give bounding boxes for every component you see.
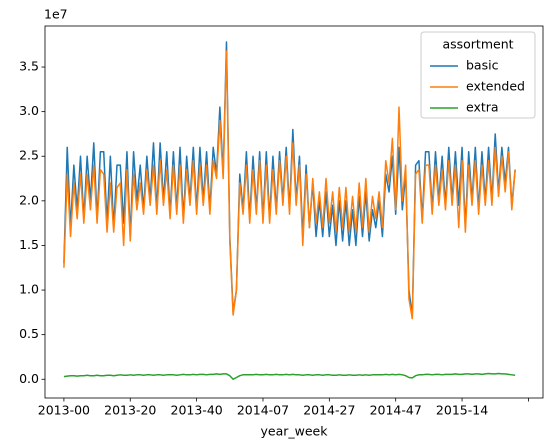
y-tick-label: 1.5: [19, 237, 39, 252]
x-tick-label: 2013-40: [171, 403, 223, 418]
x-tick-label: 2015-14: [436, 403, 488, 418]
y-tick-label: 3.0: [19, 103, 39, 118]
x-tick-label: 2013-00: [38, 403, 90, 418]
x-tick-label: 2014-07: [237, 403, 289, 418]
y-tick-label: 3.5: [19, 59, 39, 74]
series-line: [63, 50, 516, 320]
legend: assortment basic extended extra: [420, 31, 536, 119]
legend-label: extended: [466, 79, 525, 94]
y-tick-label: 0.0: [19, 371, 39, 386]
x-tick-label: 2013-20: [104, 403, 156, 418]
legend-box: [420, 31, 536, 119]
legend-title: assortment: [442, 37, 513, 52]
y-offset-label: 1e7: [44, 7, 68, 22]
series-line: [63, 372, 516, 381]
x-axis-label: year_week: [261, 424, 329, 439]
y-tick-label: 2.5: [19, 148, 39, 163]
y-tick-label: 1.0: [19, 282, 39, 297]
x-tick-label: 2014-47: [370, 403, 422, 418]
legend-label: basic: [466, 58, 499, 73]
legend-label: extra: [466, 100, 499, 115]
y-tick-label: 0.5: [19, 326, 39, 341]
axes-frame: [44, 25, 544, 399]
x-tick-label: 2014-27: [303, 403, 355, 418]
y-tick-label: 2.0: [19, 192, 39, 207]
